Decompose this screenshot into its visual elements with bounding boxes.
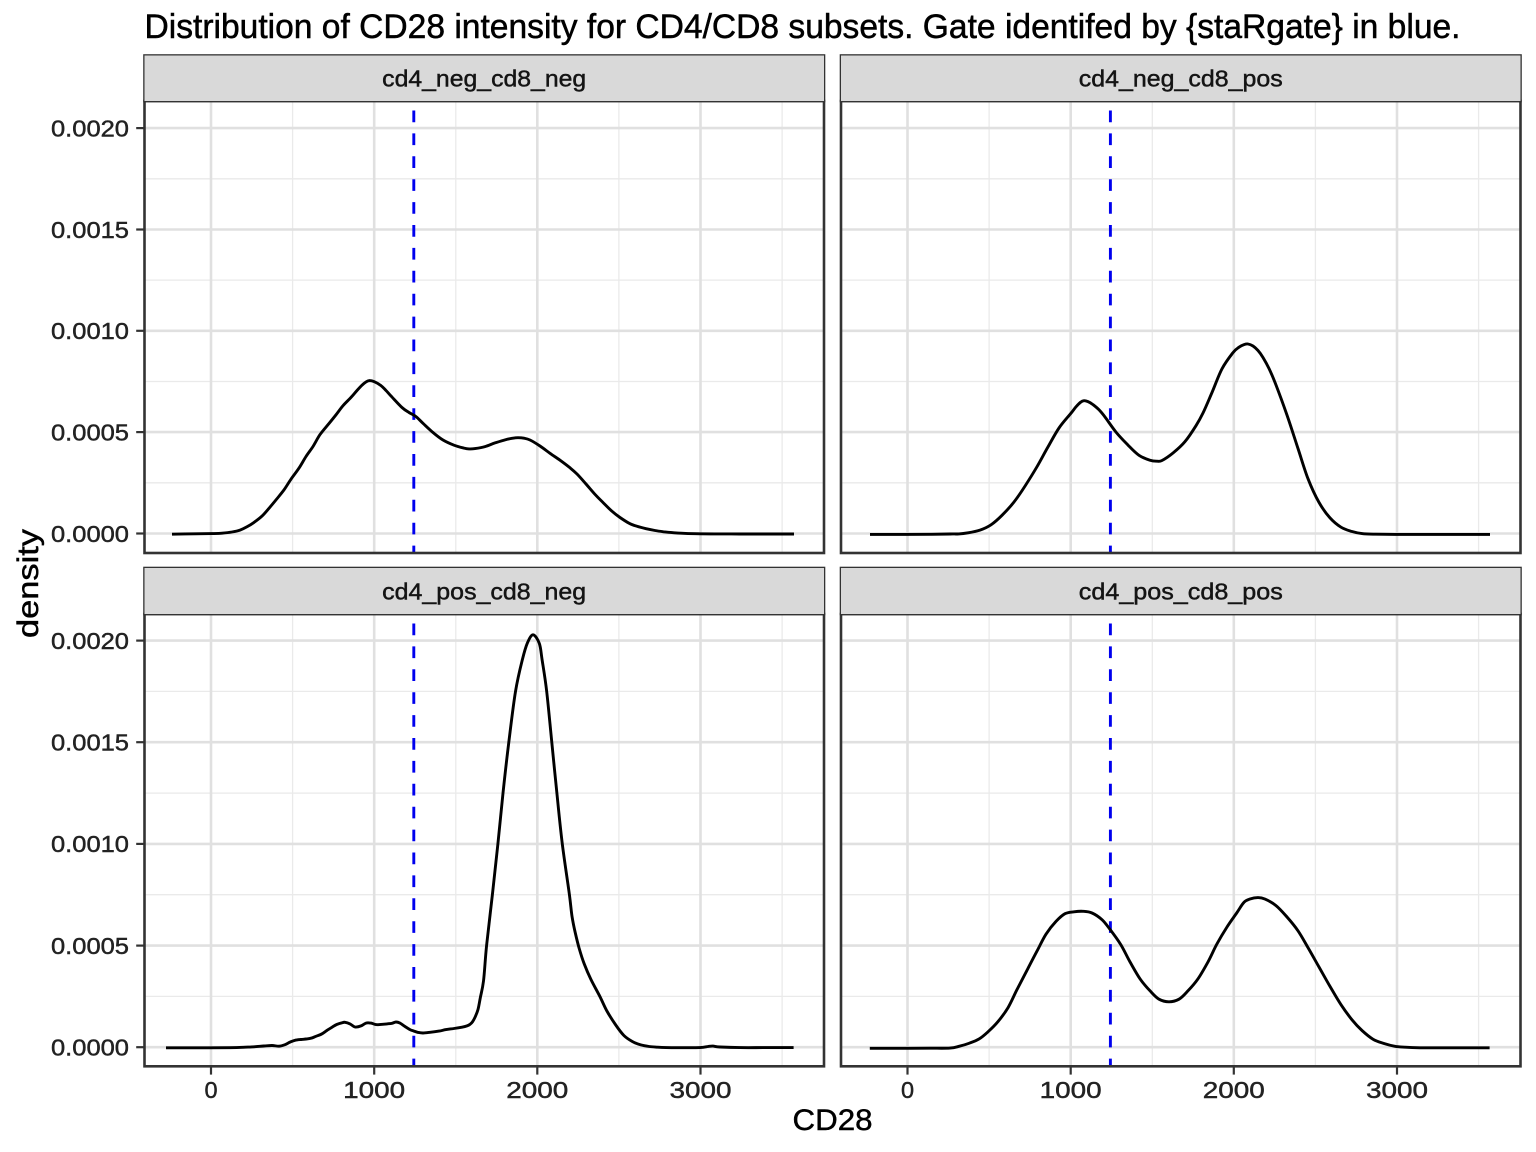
svg-text:0.0020: 0.0020 — [51, 628, 129, 654]
svg-text:cd4_neg_cd8_pos: cd4_neg_cd8_pos — [1079, 66, 1283, 92]
svg-text:2000: 2000 — [506, 1077, 568, 1103]
svg-text:1000: 1000 — [1040, 1077, 1102, 1103]
svg-text:CD28: CD28 — [793, 1104, 873, 1137]
svg-text:Distribution of CD28 intensity: Distribution of CD28 intensity for CD4/C… — [145, 8, 1461, 46]
svg-text:0.0015: 0.0015 — [51, 217, 129, 243]
svg-text:0: 0 — [901, 1077, 914, 1103]
svg-text:0.0005: 0.0005 — [51, 419, 129, 445]
svg-text:0.0005: 0.0005 — [51, 933, 129, 959]
svg-text:1000: 1000 — [343, 1077, 405, 1103]
svg-text:density: density — [12, 529, 45, 638]
svg-text:cd4_pos_cd8_pos: cd4_pos_cd8_pos — [1079, 578, 1283, 604]
svg-text:3000: 3000 — [670, 1077, 732, 1103]
svg-text:0: 0 — [204, 1077, 217, 1103]
svg-text:0.0015: 0.0015 — [51, 730, 129, 756]
svg-text:0.0000: 0.0000 — [51, 521, 129, 547]
svg-text:cd4_neg_cd8_neg: cd4_neg_cd8_neg — [382, 66, 586, 92]
svg-text:3000: 3000 — [1366, 1077, 1428, 1103]
svg-text:0.0010: 0.0010 — [51, 318, 129, 344]
svg-text:2000: 2000 — [1203, 1077, 1265, 1103]
svg-text:0.0000: 0.0000 — [51, 1035, 129, 1061]
svg-text:0.0020: 0.0020 — [51, 115, 129, 141]
svg-text:cd4_pos_cd8_neg: cd4_pos_cd8_neg — [382, 578, 586, 604]
svg-text:0.0010: 0.0010 — [51, 831, 129, 857]
